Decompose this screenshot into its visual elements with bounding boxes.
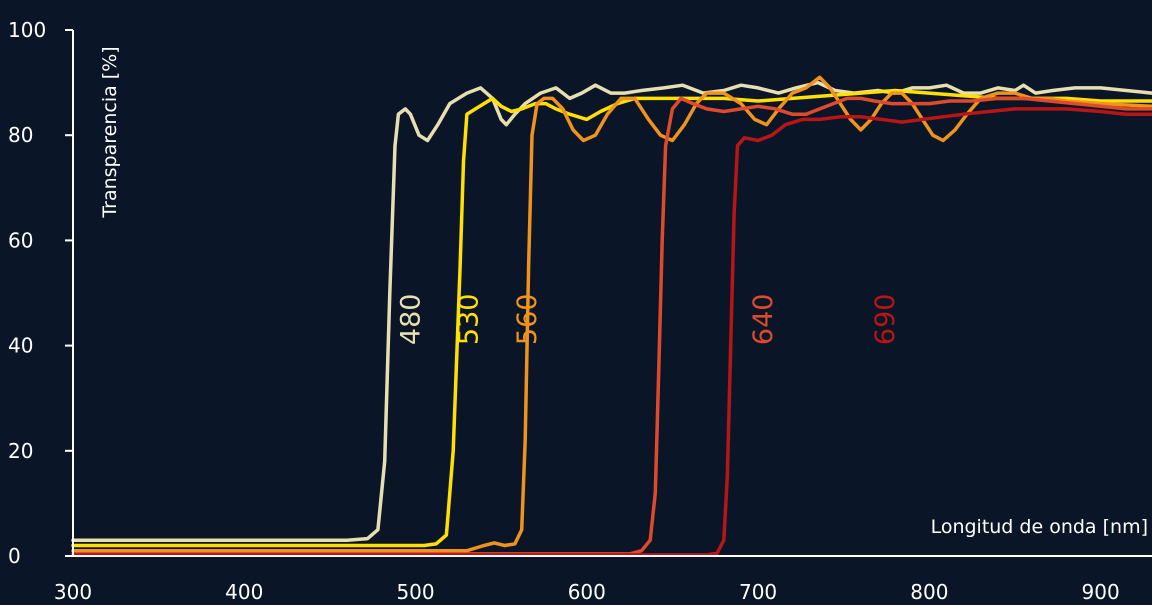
x-axis-title: Longitud de onda [nm]	[931, 516, 1148, 538]
x-tick-label: 600	[568, 580, 606, 604]
x-tick-label: 500	[396, 580, 434, 604]
x-tick-label: 900	[1082, 580, 1120, 604]
series-layer: 480 530 560 640 690	[71, 75, 1152, 557]
series-label-560: 560	[512, 294, 543, 346]
y-axis-title: Transparencia [%]	[99, 46, 121, 218]
series-label-480: 480	[395, 294, 426, 346]
series-line-690	[71, 107, 1152, 557]
series-label-530: 530	[454, 294, 485, 346]
x-tick-label: 800	[910, 580, 948, 604]
y-tick-label: 100	[8, 18, 46, 42]
axes-layer	[72, 30, 1152, 557]
ticks-layer: 0 20 40 60 80 100 300 400 500 600 700 800 900	[8, 18, 1120, 604]
y-tick-label: 20	[8, 439, 33, 463]
x-tick-label: 700	[739, 580, 777, 604]
y-tick-label: 80	[8, 123, 33, 147]
labels-layer: Transparencia [%] Longitud de onda [nm]	[99, 46, 1148, 538]
series-line-530	[71, 88, 1152, 548]
y-tick-label: 0	[8, 544, 21, 568]
series-line-560	[71, 75, 1152, 553]
series-label-690: 690	[870, 294, 901, 346]
series-label-640: 640	[748, 294, 779, 346]
y-tick-label: 40	[8, 334, 33, 358]
x-tick-label: 400	[225, 580, 263, 604]
y-tick-label: 60	[8, 228, 33, 252]
x-tick-label: 300	[54, 580, 92, 604]
series-line-480	[71, 80, 1152, 542]
series-line-640	[71, 96, 1152, 556]
